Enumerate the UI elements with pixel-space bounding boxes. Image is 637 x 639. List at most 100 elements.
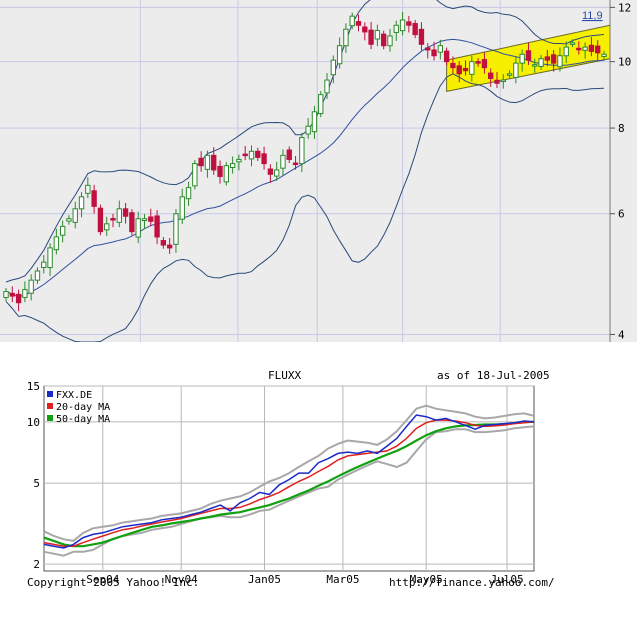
candle [544, 49, 551, 67]
candle-body [261, 153, 267, 165]
candle [393, 20, 399, 41]
candle-body [248, 150, 255, 160]
candle-body [66, 218, 72, 222]
candle [330, 55, 337, 84]
copyright-footer: Copyright 2005 Yahoo! Inc. [27, 576, 199, 589]
candle-body [311, 111, 318, 133]
candle-body [129, 212, 135, 233]
candle-body [412, 22, 418, 36]
candle [198, 151, 204, 172]
candle [179, 188, 185, 224]
candle [59, 220, 66, 243]
candle-body [53, 236, 60, 251]
legend-label: 20-day MA [56, 402, 110, 413]
candle [91, 184, 97, 214]
candle-body [9, 292, 15, 297]
candle [34, 267, 41, 284]
candle-body [456, 65, 462, 75]
candle-body [399, 19, 406, 32]
candle [273, 161, 280, 181]
candle-body [431, 49, 437, 57]
candle [166, 238, 173, 254]
candle-body [406, 21, 412, 26]
chart-title: FLUXX [268, 369, 301, 382]
candle-body [368, 29, 374, 45]
candle [443, 47, 450, 66]
x-tick-label: Jul05 [490, 573, 523, 586]
candle-body [299, 137, 305, 165]
candle-body [355, 21, 362, 26]
candle-body [563, 46, 569, 57]
x-tick-label: Sep04 [86, 573, 119, 586]
candle [588, 37, 595, 57]
candle-body [336, 45, 343, 65]
series-line [43, 414, 535, 549]
candle-body [110, 218, 116, 221]
candle [550, 50, 557, 72]
y-tick-label: 12 [618, 1, 631, 14]
candle [431, 41, 437, 61]
candle [72, 201, 78, 229]
candle [538, 55, 544, 71]
candle [192, 160, 198, 190]
candle [292, 155, 299, 170]
candle [494, 72, 500, 89]
candle [563, 41, 569, 63]
candle [135, 211, 141, 244]
candle-body [135, 218, 141, 238]
candle [28, 274, 34, 301]
candle-body [538, 58, 544, 67]
candle [462, 60, 469, 76]
candle [160, 236, 167, 249]
candle [569, 39, 576, 48]
lower-band [5, 73, 605, 342]
candle [412, 19, 418, 39]
candle [349, 12, 355, 30]
candle-body [154, 215, 160, 238]
candle [469, 55, 475, 82]
candle [129, 209, 135, 236]
candle [343, 23, 349, 53]
candle [582, 42, 588, 59]
series-line [43, 420, 535, 548]
candle-body [601, 53, 607, 57]
candle-body [173, 213, 179, 245]
candle-body [557, 55, 563, 68]
candle-body [450, 62, 456, 69]
y-tick-label: 10 [27, 416, 40, 429]
x-tick-label: Nov04 [165, 573, 198, 586]
candle-body [185, 187, 192, 200]
candle [355, 14, 362, 32]
candle-body [166, 244, 173, 249]
candle-body [324, 79, 330, 94]
candle-body [292, 162, 299, 166]
candle [519, 49, 525, 72]
candle [368, 21, 374, 50]
candle-body [91, 190, 97, 207]
y-axis: 12 10 8 6 4 [610, 1, 631, 341]
candle-body [3, 291, 9, 299]
candle-body [116, 208, 122, 223]
candle [381, 30, 387, 50]
candle-body [236, 158, 242, 163]
candle [148, 208, 154, 227]
candle-body [318, 94, 324, 115]
candle-body [519, 53, 525, 64]
grid [44, 385, 534, 571]
candles [3, 11, 607, 312]
candle [9, 286, 15, 303]
series-lines [43, 414, 535, 549]
candle [116, 200, 122, 228]
candle-body [34, 270, 41, 281]
candle [248, 145, 255, 167]
candle-body [349, 15, 355, 27]
candle [204, 150, 211, 178]
candle [15, 289, 22, 312]
legend-label: 50-day MA [56, 414, 110, 425]
candle-body [280, 154, 286, 169]
candle-body [500, 79, 506, 83]
plot-area [43, 385, 535, 572]
candle-body [122, 208, 129, 217]
candle [525, 42, 532, 65]
